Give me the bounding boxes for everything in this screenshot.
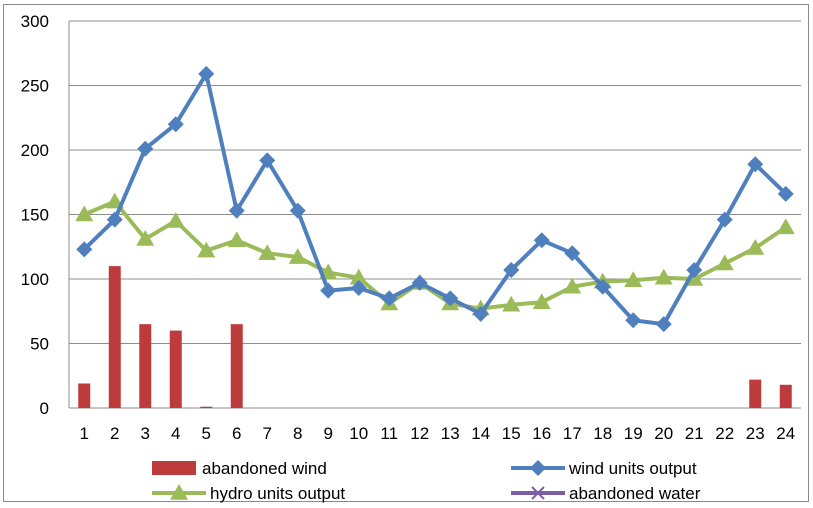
point-wind-units-output-2 <box>106 211 123 228</box>
legend-marker-wind-units-output <box>530 460 546 476</box>
bar-abandoned-wind-2 <box>108 266 121 408</box>
point-wind-units-output-1 <box>76 241 93 258</box>
bar-abandoned-wind-4 <box>169 330 182 408</box>
point-wind-units-output-10 <box>350 280 367 297</box>
y-tick-label: 150 <box>21 206 49 225</box>
point-hydro-units-output-20 <box>654 268 673 285</box>
legend-swatch-abandoned-wind <box>152 461 196 475</box>
x-tick-label: 13 <box>441 424 460 443</box>
y-tick-label: 250 <box>21 77 49 96</box>
point-wind-units-output-6 <box>228 202 245 219</box>
x-tick-label: 8 <box>293 424 302 443</box>
x-tick-label: 3 <box>141 424 150 443</box>
point-wind-units-output-18 <box>594 278 611 295</box>
legend-label-hydro-units-output: hydro units output <box>210 484 345 503</box>
x-tick-label: 22 <box>715 424 734 443</box>
point-hydro-units-output-10 <box>349 268 368 285</box>
point-hydro-units-output-6 <box>227 231 246 248</box>
point-hydro-units-output-4 <box>166 211 185 228</box>
bar-abandoned-wind-1 <box>78 383 91 408</box>
point-hydro-units-output-23 <box>746 239 765 255</box>
point-wind-units-output-5 <box>198 65 215 82</box>
point-wind-units-output-15 <box>503 261 520 278</box>
point-hydro-units-output-17 <box>563 277 582 294</box>
point-wind-units-output-24 <box>777 185 794 202</box>
x-tick-label: 9 <box>324 424 333 443</box>
point-wind-units-output-20 <box>655 316 672 333</box>
point-wind-units-output-8 <box>289 202 306 219</box>
bar-abandoned-wind-3 <box>139 324 152 408</box>
x-tick-label: 11 <box>380 424 398 443</box>
x-tick-label: 10 <box>349 424 368 443</box>
y-tick-label: 200 <box>21 141 49 160</box>
x-tick-label: 15 <box>502 424 521 443</box>
x-tick-label: 1 <box>80 424 89 443</box>
x-tick-label: 4 <box>171 424 180 443</box>
line-wind-units-output <box>82 71 788 327</box>
x-tick-label: 20 <box>654 424 673 443</box>
bar-abandoned-wind-6 <box>230 324 243 408</box>
x-tick-label: 2 <box>110 424 119 443</box>
point-hydro-units-output-3 <box>136 230 155 246</box>
y-tick-label: 300 <box>21 12 49 31</box>
x-tick-label: 17 <box>563 424 582 443</box>
bar-abandoned-wind-24 <box>779 384 792 408</box>
point-wind-units-output-9 <box>320 282 337 299</box>
point-wind-units-output-11 <box>381 290 398 307</box>
point-wind-units-output-21 <box>686 261 703 278</box>
point-hydro-units-output-5 <box>197 241 216 258</box>
point-hydro-units-output-22 <box>715 254 734 271</box>
point-hydro-units-output-24 <box>776 218 795 235</box>
point-wind-units-output-12 <box>411 274 428 291</box>
point-hydro-units-output-7 <box>258 244 277 260</box>
chart-frame: 0 50 100 150 200 250 300 1 2 3 4 5 6 7 8 9 10 11 12 13 14 15 1… <box>3 4 809 503</box>
point-hydro-units-output-19 <box>624 271 643 288</box>
point-wind-units-output-3 <box>137 140 154 157</box>
bar-abandoned-wind-23 <box>749 379 762 408</box>
y-tick-label: 100 <box>21 270 49 289</box>
x-tick-label: 24 <box>776 424 795 443</box>
point-wind-units-output-16 <box>533 232 550 249</box>
x-tick-label: 6 <box>232 424 241 443</box>
bar-abandoned-wind-5 <box>200 406 213 408</box>
point-wind-units-output-19 <box>625 312 642 329</box>
x-tick-label: 12 <box>410 424 429 443</box>
x-tick-label: 21 <box>685 424 704 443</box>
point-wind-units-output-17 <box>564 245 581 262</box>
point-wind-units-output-4 <box>167 116 184 133</box>
x-tick-label: 7 <box>263 424 272 443</box>
y-tick-label: 50 <box>30 335 49 354</box>
legend-label-wind-units-output: wind units output <box>568 459 697 478</box>
point-wind-units-output-7 <box>259 152 276 169</box>
point-wind-units-output-14 <box>472 305 489 322</box>
y-tick-label: 0 <box>40 399 49 418</box>
x-tick-label: 16 <box>532 424 551 443</box>
x-tick-label: 18 <box>593 424 612 443</box>
point-hydro-units-output-1 <box>75 205 94 222</box>
legend-marker-hydro-units-output <box>170 484 188 500</box>
legend-marker-abandoned-water <box>531 486 545 500</box>
legend-label-abandoned-water: abandoned water <box>569 484 701 503</box>
x-tick-label: 23 <box>746 424 765 443</box>
point-wind-units-output-23 <box>747 156 764 173</box>
legend-label-abandoned-wind: abandoned wind <box>202 459 327 478</box>
point-hydro-units-output-16 <box>532 293 551 309</box>
point-wind-units-output-13 <box>442 290 459 307</box>
point-hydro-units-output-15 <box>502 295 521 312</box>
x-tick-label: 19 <box>624 424 643 443</box>
x-tick-label: 14 <box>471 424 490 443</box>
point-wind-units-output-22 <box>716 211 733 228</box>
x-tick-label: 5 <box>202 424 211 443</box>
point-hydro-units-output-8 <box>288 248 307 264</box>
